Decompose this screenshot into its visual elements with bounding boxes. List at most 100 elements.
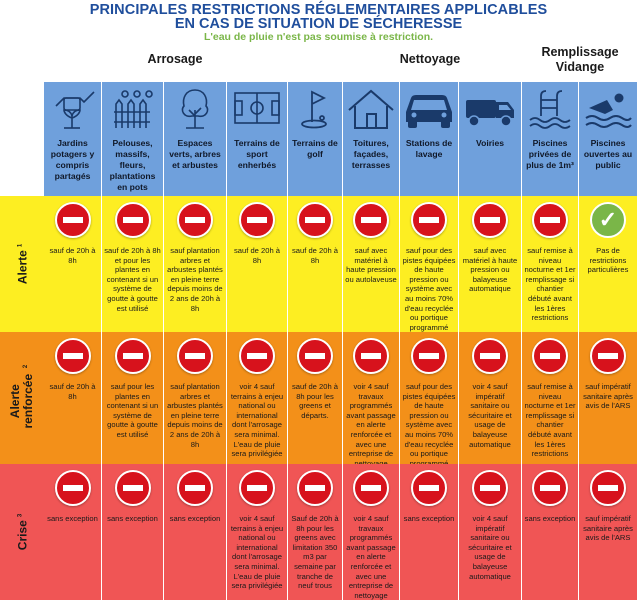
restriction-note: sauf plantation arbres et arbustes plant… [167,246,223,313]
no-entry-icon [54,338,91,374]
restriction-cell: sauf de 20h à 8h pour les greens et dépa… [288,332,342,464]
restriction-note: sans exception [169,514,221,523]
restriction-note: Pas de restrictions particulières [587,246,629,275]
restriction-cell: sauf pour des pistes équipées de haute p… [400,196,458,361]
column-header: Pelouses, massifs, fleurs, plantations e… [102,82,163,196]
group-arrosage: Arrosage [147,52,203,66]
column-header-label: Jardins potagers y compris partagés [50,138,95,181]
restriction-cell: sans exception [44,464,101,600]
restriction-note: sauf plantation arbres et arbustes plant… [167,382,223,449]
restriction-note: voir 4 sauf terrains à enjeu national ou… [230,382,284,459]
restriction-note: sauf impératif sanitaire après avis de l… [583,382,633,411]
restriction-cell: sauf avec matériel à haute pression ou a… [343,196,399,332]
row-label-renforcee-text: Alerte renforcée [8,373,35,429]
column-header: Stations de lavage [400,82,458,196]
restriction-cell: sauf pour les plantes en contenant si un… [102,332,163,464]
column-header-label: Piscines ouvertes au public [583,138,633,170]
check-icon: ✓ [590,202,626,238]
row-label-crise-text: Crise [15,520,30,551]
restriction-cell: sans exception [102,464,163,600]
column-header: Piscines ouvertes au public [579,82,637,196]
restriction-note: sauf de 20h à 8h [49,382,96,401]
column-header: Espaces verts, arbres et arbustes [164,82,226,196]
restriction-cell: sans exception [164,464,226,600]
sports-field-icon [227,86,287,132]
restriction-note: sauf de 20h à 8h [233,246,281,265]
car-icon [400,86,458,132]
restriction-cell: sauf de 20h à 8h [44,196,101,332]
no-entry-icon [532,202,568,238]
no-entry-icon [54,470,91,506]
restriction-note: voir 4 sauf terrains à enjeu national ou… [230,514,284,591]
no-entry-icon [114,202,151,238]
restriction-cell: sans exception [522,464,578,600]
column-header-label: Pelouses, massifs, fleurs, plantations e… [109,138,156,192]
restriction-note: voir 4 sauf impératif sanitaire ou sécur… [468,382,512,449]
restriction-cell: sauf remise à niveau nocturne et 1er rem… [522,332,578,464]
column-header-label: Terrains de golf [292,138,338,159]
restriction-note: sauf avec matériel à haute pression ou b… [462,246,518,294]
restriction-cell: voir 4 sauf travaux programmés avant pas… [343,464,399,600]
column-header-label: Toitures, façades, terrasses [351,138,391,170]
watering-can-plant-icon [44,86,101,132]
restriction-cell: sauf de 20h à 8h [288,196,342,332]
restriction-cell: sauf avec matériel à haute pression ou b… [459,196,521,332]
column-header: Voiries [459,82,521,196]
no-entry-icon [472,470,508,506]
restriction-note: sauf de 20h à 8h pour les greens et dépa… [291,382,339,420]
no-entry-icon [177,338,213,374]
restriction-note: sans exception [47,514,98,523]
column-header-label: Voiries [475,138,505,148]
column-header-label: Terrains de sport enherbés [234,138,280,170]
restriction-cell: sauf de 20h à 8h [227,196,287,332]
restriction-cell: voir 4 sauf terrains à enjeu national ou… [227,332,287,464]
no-entry-icon [472,338,508,374]
swimmer-icon [579,86,637,132]
no-entry-icon [472,202,508,238]
no-entry-icon [239,202,275,238]
restriction-note: sauf de 20h à 8h [291,246,339,265]
restriction-cell: voir 4 sauf impératif sanitaire ou sécur… [459,332,521,464]
page-title-line1: PRINCIPALES RESTRICTIONS RÉGLEMENTAIRES … [89,2,548,18]
column-header: Toitures, façades, terrasses [343,82,399,196]
restriction-cell: sauf de 20h à 8h [44,332,101,464]
no-entry-icon [532,470,568,506]
no-entry-icon [353,338,389,374]
restriction-note: sans exception [403,514,455,523]
restriction-cell: sauf plantation arbres et arbustes plant… [164,332,226,464]
row-label-renforcee-sup: 2 [23,364,29,369]
house-icon [343,86,399,132]
no-entry-icon [297,470,333,506]
no-entry-icon [114,338,151,374]
no-entry-icon [532,338,568,374]
restriction-note: sauf de 20h à 8h [49,246,96,265]
row-label-crise: Crise 3 [0,464,44,600]
group-remplissage: Remplissage Vidange [541,45,619,74]
column-header: Jardins potagers y compris partagés [44,82,101,196]
restriction-note: sans exception [107,514,158,523]
no-entry-icon [114,470,151,506]
group-nettoyage: Nettoyage [399,52,461,66]
restriction-cell: Sauf de 20h à 8h pour les greens avec li… [288,464,342,600]
row-label-alerte: Alerte 1 [0,196,44,332]
restriction-note: sauf de 20h à 8h et pour les plantes en … [104,246,161,313]
restriction-cell: sauf plantation arbres et arbustes plant… [164,196,226,332]
restriction-cell: sauf impératif sanitaire après avis de l… [579,332,637,464]
restriction-note: sauf pour les plantes en contenant si un… [106,382,159,439]
no-entry-icon [411,338,447,374]
row-label-alerte-text: Alerte [15,250,30,285]
no-entry-icon [177,470,213,506]
restriction-note: sauf avec matériel à haute pression ou a… [345,246,397,284]
golf-flag-icon [288,86,342,132]
tree-icon [164,86,226,132]
restriction-note: Sauf de 20h à 8h pour les greens avec li… [291,514,339,591]
restriction-note: voir 4 sauf travaux programmés avant pas… [346,514,396,600]
row-label-alerte-sup: 1 [17,243,24,248]
pool-ladder-icon [522,86,578,132]
restriction-note: sans exception [524,514,576,523]
restriction-note: voir 4 sauf impératif sanitaire ou sécur… [468,514,512,581]
restriction-cell: sauf remise à niveau nocturne et 1er rem… [522,196,578,332]
no-entry-icon [297,338,333,374]
restriction-note: sauf remise à niveau nocturne et 1er rem… [524,382,576,459]
no-entry-icon [411,470,447,506]
